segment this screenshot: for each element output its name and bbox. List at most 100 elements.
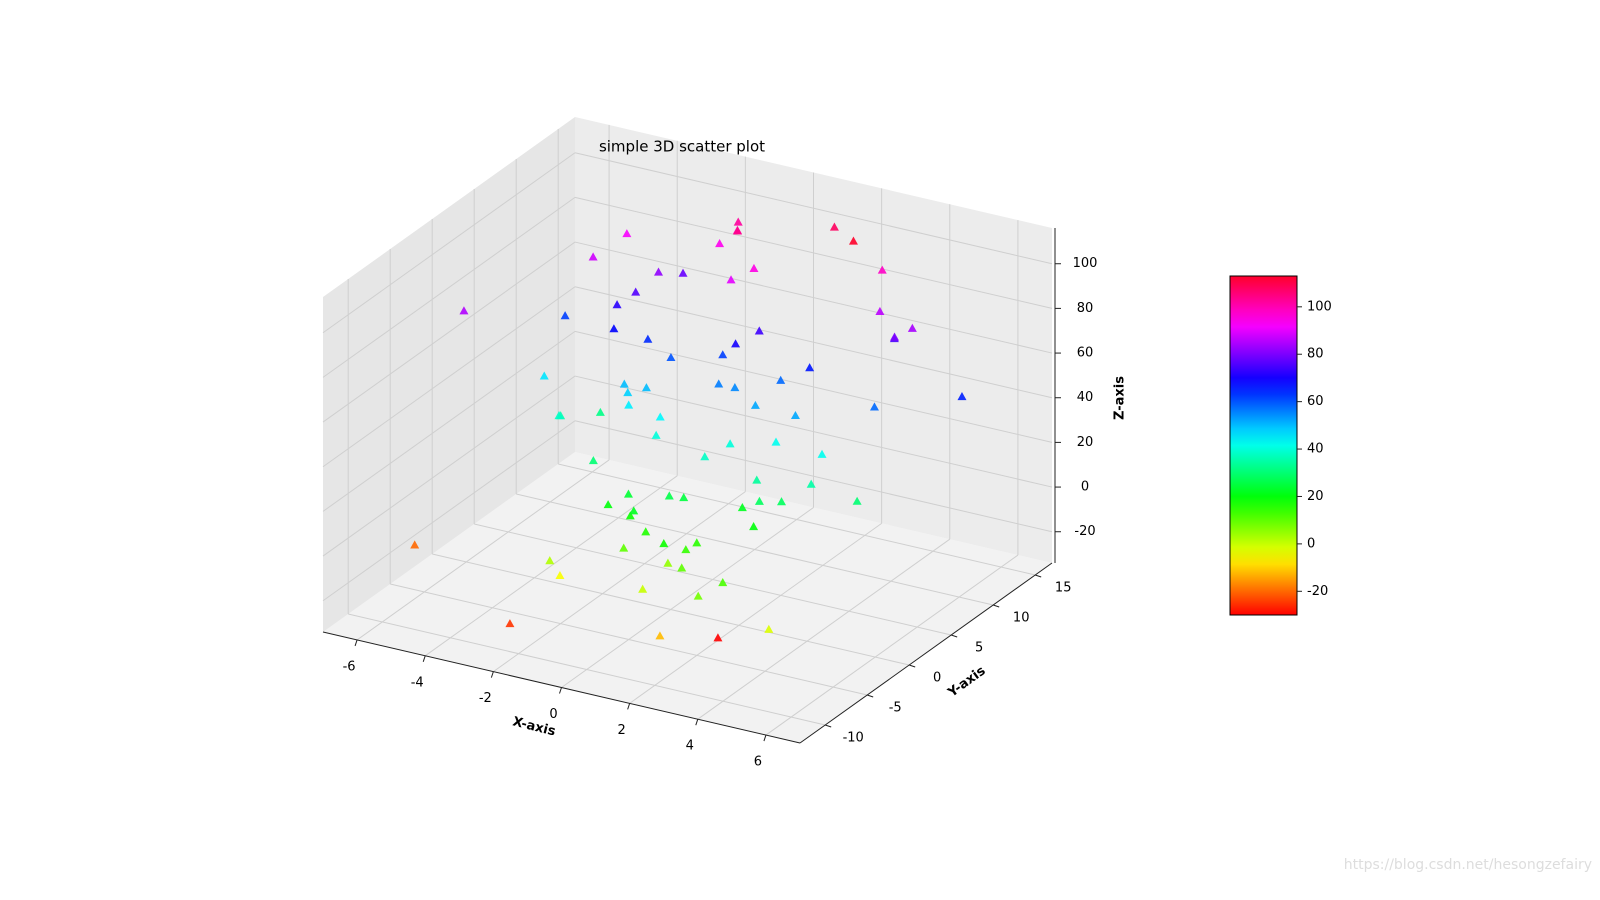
point — [681, 545, 691, 554]
grid-line — [348, 613, 826, 726]
x-tick — [559, 687, 562, 694]
point — [957, 392, 967, 401]
z-tick-label: 20 — [1077, 435, 1094, 450]
point — [869, 402, 879, 411]
point — [877, 265, 887, 274]
grid-line — [322, 330, 576, 512]
y-tick — [825, 724, 832, 728]
point — [638, 584, 648, 593]
point — [679, 492, 689, 502]
point — [750, 400, 760, 409]
point — [655, 631, 665, 640]
point — [663, 558, 673, 567]
grid-line — [322, 152, 576, 334]
watermark: https://blog.csdn.net/hesongzefairy — [1344, 857, 1592, 873]
point — [655, 412, 665, 421]
x-tick-label: 0 — [549, 707, 557, 722]
point — [718, 350, 728, 359]
chart-title: simple 3D scatter plot — [599, 138, 765, 156]
point — [651, 430, 661, 439]
point — [752, 475, 762, 484]
y-tick-label: 10 — [1013, 611, 1030, 626]
point — [603, 500, 613, 509]
point — [588, 252, 598, 261]
grid-line — [474, 523, 952, 636]
point — [733, 226, 743, 235]
point — [730, 382, 740, 392]
x-tick — [695, 719, 699, 726]
point — [726, 275, 736, 284]
z-tick-label: 0 — [1081, 480, 1089, 495]
point — [588, 456, 598, 465]
y-tick — [951, 634, 958, 638]
grid-line — [574, 196, 1053, 309]
point — [505, 619, 515, 628]
grid-line — [390, 583, 868, 696]
point — [777, 497, 787, 506]
grid-line — [322, 196, 576, 378]
x-tick-label: -4 — [411, 675, 424, 690]
point — [625, 511, 635, 520]
grid-line — [765, 554, 1019, 736]
grid — [322, 124, 1053, 736]
point — [852, 496, 862, 505]
panes — [323, 117, 1052, 743]
y-tick-label: -10 — [843, 731, 864, 746]
point — [754, 496, 764, 505]
colorbar-tick-label: 0 — [1307, 536, 1315, 551]
z-tick-label: 100 — [1073, 256, 1098, 271]
y-tick-label: 0 — [933, 671, 941, 686]
point — [623, 388, 633, 397]
point — [749, 263, 759, 272]
point — [700, 452, 710, 461]
point — [749, 521, 759, 531]
y-tick-label: 15 — [1055, 581, 1072, 596]
point — [733, 217, 743, 226]
point — [555, 570, 565, 580]
grid-line — [561, 507, 814, 688]
colorbar — [1229, 275, 1298, 616]
point — [725, 439, 735, 448]
point — [718, 578, 728, 587]
point — [612, 300, 622, 309]
point — [790, 410, 800, 420]
y-tick — [1035, 574, 1042, 578]
colorbar-tick-label: 100 — [1307, 299, 1332, 314]
z-tick-label: 60 — [1077, 346, 1094, 361]
point — [641, 527, 651, 536]
y-tick-label: 5 — [975, 641, 983, 656]
point — [754, 326, 764, 335]
point — [666, 352, 676, 362]
point — [619, 379, 629, 388]
point — [848, 236, 858, 245]
y-tick — [993, 604, 1000, 608]
point — [764, 624, 774, 633]
point — [654, 267, 664, 276]
left-pane — [323, 117, 575, 632]
x-tick-label: -2 — [479, 691, 492, 706]
colorbar-tick-label: 20 — [1307, 489, 1324, 504]
grid-line — [516, 493, 994, 606]
z-tick-label: 40 — [1077, 390, 1094, 405]
point — [817, 449, 827, 458]
point — [595, 407, 605, 416]
x-tick — [627, 703, 631, 710]
x-tick — [490, 671, 494, 678]
point — [678, 268, 688, 277]
x-tick-label: -6 — [343, 659, 356, 674]
grid-line — [574, 420, 1053, 533]
points — [410, 217, 967, 642]
point — [623, 489, 633, 498]
y-tick — [909, 664, 916, 668]
grid-line — [424, 475, 678, 657]
colorbar-tick-label: -20 — [1307, 584, 1328, 599]
grid-line — [574, 286, 1053, 399]
z-axis-label: Z-axis — [1113, 376, 1128, 420]
x-tick-label: 4 — [686, 739, 694, 754]
point — [714, 379, 724, 388]
grid-line — [574, 375, 1053, 488]
y-axis-line — [799, 562, 1053, 744]
point — [692, 538, 702, 547]
y-axis-label: Y-axis — [945, 663, 989, 701]
